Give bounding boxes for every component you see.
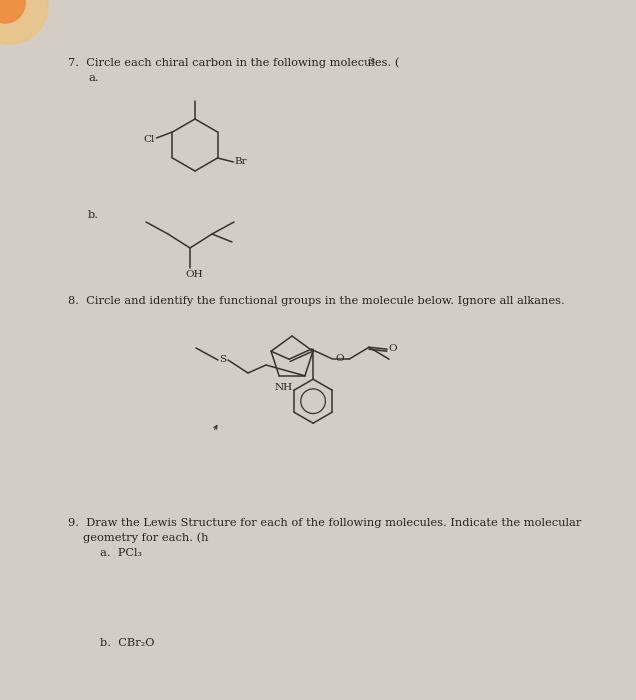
Text: is: is bbox=[368, 57, 376, 66]
Text: 8.  Circle and identify the functional groups in the molecule below. Ignore all : 8. Circle and identify the functional gr… bbox=[68, 296, 565, 306]
Text: O: O bbox=[388, 344, 397, 353]
Text: a.: a. bbox=[88, 73, 99, 83]
Circle shape bbox=[0, 0, 48, 44]
Text: OH: OH bbox=[185, 270, 203, 279]
Text: geometry for each. (h: geometry for each. (h bbox=[83, 532, 209, 542]
Text: 7.  Circle each chiral carbon in the following molecules. (: 7. Circle each chiral carbon in the foll… bbox=[68, 57, 399, 68]
Text: O: O bbox=[335, 354, 343, 363]
Text: b.: b. bbox=[88, 210, 99, 220]
Text: Br: Br bbox=[235, 158, 247, 167]
Circle shape bbox=[0, 0, 25, 23]
Text: a.  PCl₃: a. PCl₃ bbox=[100, 548, 142, 558]
Text: Cl: Cl bbox=[143, 134, 155, 144]
Text: 9.  Draw the Lewis Structure for each of the following molecules. Indicate the m: 9. Draw the Lewis Structure for each of … bbox=[68, 518, 581, 528]
Text: S: S bbox=[219, 354, 226, 363]
Text: b.  CBr₂O: b. CBr₂O bbox=[100, 638, 155, 648]
Text: NH: NH bbox=[275, 383, 293, 392]
